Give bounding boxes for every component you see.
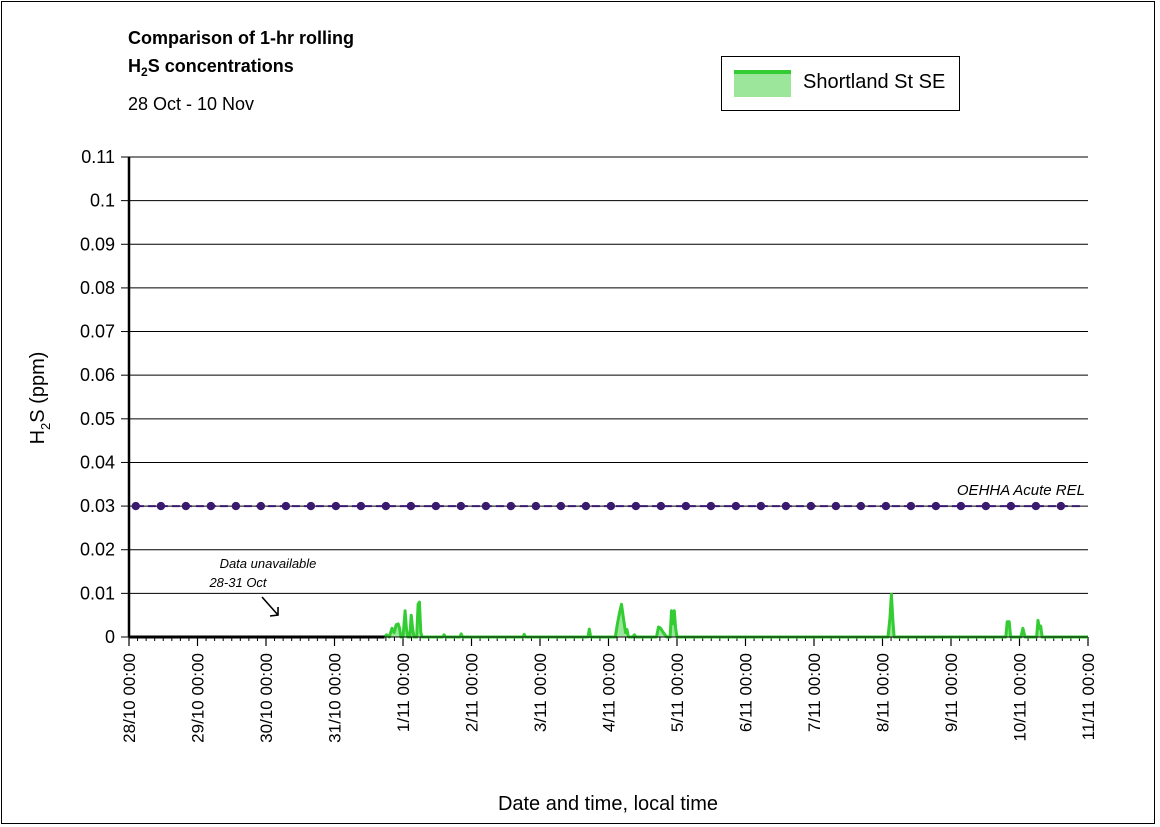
ref-marker bbox=[131, 501, 140, 511]
title-suffix: S concentrations bbox=[147, 56, 294, 76]
ref-marker bbox=[331, 501, 341, 511]
ylabel-h: H bbox=[27, 430, 49, 444]
ref-marker bbox=[506, 501, 516, 511]
ref-marker bbox=[306, 501, 316, 511]
ref-marker bbox=[756, 501, 766, 511]
x-axis-ticks: 28/10 00:00 29/10 00:00 30/10 00:00 31/10 0… bbox=[120, 637, 1098, 743]
y-tick-label: 0.03 bbox=[80, 496, 115, 516]
x-tick-label: 31/10 00:00 bbox=[326, 653, 345, 743]
y-tick-label: 0.01 bbox=[80, 583, 115, 603]
ylabel-subscript: 2 bbox=[38, 423, 53, 430]
ref-marker bbox=[556, 501, 566, 511]
gridlines bbox=[129, 156, 1088, 594]
ref-marker bbox=[831, 501, 841, 511]
ref-marker bbox=[906, 501, 916, 511]
x-tick-label: 2/11 00:00 bbox=[463, 653, 482, 732]
chart-subtitle: 28 Oct - 10 Nov bbox=[128, 94, 255, 114]
ref-marker bbox=[581, 501, 591, 511]
x-axis-title: Date and time, local time bbox=[498, 793, 718, 815]
ref-marker bbox=[931, 501, 941, 511]
ref-marker bbox=[206, 501, 216, 511]
ref-marker bbox=[1031, 501, 1041, 511]
x-tick-label: 6/11 00:00 bbox=[737, 653, 756, 732]
ref-marker bbox=[406, 501, 416, 511]
ref-marker bbox=[856, 501, 866, 511]
x-tick-label: 1/11 00:00 bbox=[394, 653, 413, 732]
y-tick-label: 0.1 bbox=[90, 191, 115, 211]
ref-marker bbox=[631, 501, 641, 511]
ref-marker bbox=[606, 501, 616, 511]
y-tick-label: 0.11 bbox=[81, 147, 115, 167]
ref-marker bbox=[256, 501, 266, 511]
y-tick-label: 0.06 bbox=[80, 365, 115, 385]
x-tick-label: 28/10 00:00 bbox=[120, 653, 139, 743]
ref-marker bbox=[731, 501, 741, 511]
y-tick-label: 0.04 bbox=[80, 452, 115, 472]
ylabel-suffix: S (ppm) bbox=[27, 352, 49, 423]
y-tick-label: 0 bbox=[105, 627, 115, 647]
unavailable-annotation-line2: 28-31 Oct bbox=[208, 575, 267, 590]
y-axis-title: H2S (ppm) bbox=[27, 352, 53, 445]
ref-marker bbox=[781, 501, 791, 511]
legend-label-shortland: Shortland St SE bbox=[803, 71, 946, 93]
ref-marker bbox=[381, 501, 391, 511]
annotation-arrow bbox=[261, 596, 279, 617]
x-tick-label: 7/11 00:00 bbox=[805, 653, 824, 732]
ref-marker bbox=[181, 501, 191, 511]
ref-line-label: OEHHA Acute REL bbox=[957, 482, 1085, 499]
ref-marker bbox=[1056, 501, 1066, 511]
ref-marker bbox=[156, 501, 166, 511]
legend-swatch-shortland bbox=[734, 70, 791, 97]
ref-marker bbox=[656, 501, 666, 511]
ref-marker bbox=[431, 501, 441, 511]
ref-marker bbox=[806, 501, 816, 511]
series-area-fill bbox=[384, 594, 1088, 637]
chart-title-line2: H2S concentrations bbox=[128, 52, 354, 86]
y-tick-label: 0.05 bbox=[80, 409, 115, 429]
chart-title: Comparison of 1-hr rolling H2S concentra… bbox=[128, 24, 354, 86]
x-tick-label: 10/11 00:00 bbox=[1011, 653, 1030, 742]
ref-marker bbox=[531, 501, 541, 511]
y-tick-label: 0.08 bbox=[80, 278, 115, 298]
unavailable-annotation-line1: Data unavailable bbox=[220, 556, 317, 571]
y-tick-label: 0.02 bbox=[80, 540, 115, 560]
ref-marker bbox=[956, 501, 966, 511]
y-tick-label: 0.09 bbox=[80, 234, 115, 254]
x-tick-label: 29/10 00:00 bbox=[189, 653, 208, 743]
ref-marker bbox=[881, 501, 891, 511]
ref-marker bbox=[706, 501, 716, 511]
title-h: H bbox=[128, 56, 141, 76]
ref-marker bbox=[456, 501, 466, 511]
x-tick-label: 11/11 00:00 bbox=[1079, 653, 1098, 740]
y-tick-label: 0.07 bbox=[80, 322, 115, 342]
x-tick-label: 8/11 00:00 bbox=[874, 653, 893, 732]
series-oehha-rel bbox=[131, 501, 1082, 511]
ref-marker bbox=[356, 501, 366, 511]
ref-marker bbox=[981, 501, 991, 511]
ref-marker bbox=[281, 501, 291, 511]
y-axis-ticks: 0 0.01 0.02 0.03 0.04 0.05 0.06 0.07 0.08 0.09 0.1… bbox=[80, 147, 129, 647]
ref-marker bbox=[681, 501, 691, 511]
x-tick-label: 5/11 00:00 bbox=[668, 653, 687, 732]
ref-marker bbox=[481, 501, 491, 511]
series-line bbox=[383, 592, 1088, 639]
x-tick-label: 4/11 00:00 bbox=[600, 653, 619, 732]
legend: Shortland St SE bbox=[721, 56, 960, 111]
title-subscript: 2 bbox=[141, 65, 148, 79]
x-tick-label: 3/11 00:00 bbox=[531, 653, 550, 732]
x-tick-label: 30/10 00:00 bbox=[257, 653, 276, 743]
series-shortland bbox=[383, 592, 1088, 639]
ref-marker bbox=[1006, 501, 1016, 511]
chart-title-line1: Comparison of 1-hr rolling bbox=[128, 28, 355, 48]
ref-marker bbox=[231, 501, 241, 511]
x-tick-label: 9/11 00:00 bbox=[942, 653, 961, 732]
